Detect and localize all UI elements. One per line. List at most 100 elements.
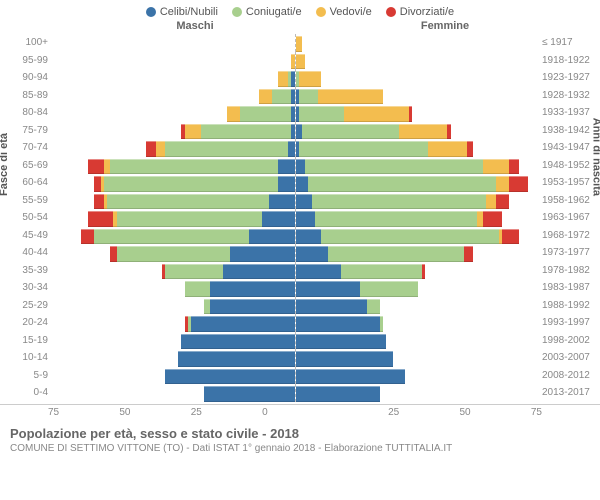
bar-segment	[262, 211, 294, 227]
year-label: 1923-1927	[538, 72, 600, 83]
bar-segment	[296, 386, 380, 402]
bar-area	[52, 367, 538, 385]
bar-segment	[272, 89, 291, 105]
bar-area	[52, 384, 538, 402]
female-bar	[295, 367, 539, 385]
pyramid-chart: Fasce di età Anni di nascita 100+≤ 19179…	[0, 32, 600, 420]
bar-segment	[296, 36, 302, 52]
legend-label: Vedovi/e	[330, 6, 372, 18]
bar-segment	[483, 211, 502, 227]
bar-segment	[312, 194, 487, 210]
bar-area	[52, 174, 538, 192]
bar-area	[52, 34, 538, 52]
male-bar	[52, 52, 295, 70]
bar-area	[52, 314, 538, 332]
female-bar	[295, 174, 539, 192]
bar-segment	[278, 71, 288, 87]
bar-area	[52, 349, 538, 367]
x-tick: 25	[388, 407, 399, 418]
pyramid-row: 40-441973-1977	[0, 244, 600, 262]
year-label: 1918-1922	[538, 55, 600, 66]
bar-segment	[107, 194, 269, 210]
bar-segment	[483, 159, 509, 175]
female-bar	[295, 157, 539, 175]
pyramid-row: 60-641953-1957	[0, 174, 600, 192]
bar-area	[52, 122, 538, 140]
age-label: 95-99	[0, 55, 52, 66]
age-label: 25-29	[0, 300, 52, 311]
bar-segment	[344, 106, 409, 122]
bar-segment	[305, 159, 483, 175]
male-bar	[52, 227, 295, 245]
pyramid-row: 15-191998-2002	[0, 332, 600, 350]
female-bar	[295, 34, 539, 52]
bar-segment	[185, 124, 201, 140]
male-bar	[52, 69, 295, 87]
pyramid-row: 85-891928-1932	[0, 87, 600, 105]
bar-area	[52, 192, 538, 210]
bar-segment	[165, 141, 288, 157]
bar-segment	[296, 299, 367, 315]
pyramid-row: 70-741943-1947	[0, 139, 600, 157]
male-bar	[52, 244, 295, 262]
male-bar	[52, 87, 295, 105]
bar-segment	[399, 124, 448, 140]
female-bar	[295, 244, 539, 262]
female-header: Femmine	[340, 20, 600, 32]
male-bar	[52, 209, 295, 227]
age-label: 100+	[0, 37, 52, 48]
male-bar	[52, 34, 295, 52]
bar-segment	[296, 246, 328, 262]
bar-segment	[509, 176, 528, 192]
female-bar	[295, 139, 539, 157]
bar-segment	[296, 229, 322, 245]
pyramid-row: 65-691948-1952	[0, 157, 600, 175]
bar-segment	[204, 386, 295, 402]
male-bar	[52, 332, 295, 350]
bar-segment	[201, 124, 292, 140]
x-axis: 7550250255075	[0, 404, 600, 420]
bar-segment	[422, 264, 425, 280]
bar-segment	[467, 141, 473, 157]
female-bar	[295, 209, 539, 227]
legend-swatch	[232, 7, 242, 17]
female-bar	[295, 52, 539, 70]
year-label: 2003-2007	[538, 352, 600, 363]
legend-item: Coniugati/e	[232, 6, 302, 18]
bar-segment	[318, 89, 383, 105]
male-bar	[52, 157, 295, 175]
bar-segment	[88, 211, 114, 227]
bar-segment	[223, 264, 294, 280]
age-label: 55-59	[0, 195, 52, 206]
bar-segment	[296, 176, 309, 192]
age-label: 90-94	[0, 72, 52, 83]
legend: Celibi/NubiliConiugati/eVedovi/eDivorzia…	[0, 0, 600, 20]
female-bar	[295, 122, 539, 140]
bar-segment	[308, 176, 496, 192]
bar-segment	[259, 89, 272, 105]
male-bar	[52, 384, 295, 402]
year-label: 2008-2012	[538, 370, 600, 381]
bar-segment	[191, 316, 294, 332]
bar-segment	[299, 141, 428, 157]
bar-segment	[299, 71, 322, 87]
bar-segment	[249, 229, 294, 245]
bar-segment	[315, 211, 477, 227]
bar-segment	[296, 159, 306, 175]
bar-area	[52, 262, 538, 280]
age-label: 20-24	[0, 317, 52, 328]
pyramid-row: 35-391978-1982	[0, 262, 600, 280]
legend-swatch	[146, 7, 156, 17]
bar-segment	[428, 141, 467, 157]
legend-label: Celibi/Nubili	[160, 6, 218, 18]
female-bar	[295, 69, 539, 87]
male-header: Maschi	[0, 20, 340, 32]
bar-area	[52, 244, 538, 262]
bar-segment	[227, 106, 240, 122]
age-label: 40-44	[0, 247, 52, 258]
legend-label: Coniugati/e	[246, 6, 302, 18]
bar-segment	[94, 229, 249, 245]
bar-segment	[146, 141, 156, 157]
male-bar	[52, 192, 295, 210]
male-bar	[52, 367, 295, 385]
